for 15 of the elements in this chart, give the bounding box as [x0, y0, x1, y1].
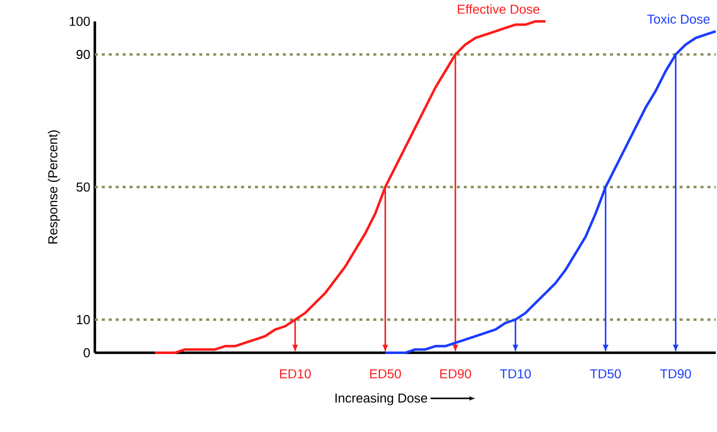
series-label: Toxic Dose	[647, 14, 710, 24]
y-tick-label: 0	[84, 348, 90, 358]
x-axis-title: Increasing Dose	[336, 393, 428, 406]
y-tick-label: 10	[76, 315, 90, 324]
y-axis-title: Response (Percent)	[48, 130, 60, 244]
x-tick-label: TD50	[590, 369, 621, 379]
x-tick-label: ED10	[280, 369, 311, 379]
y-tick-label: 50	[76, 182, 90, 192]
series-label: Effective Dose	[458, 4, 540, 14]
x-tick-label: TD10	[500, 369, 531, 379]
y-tick-label: 100	[70, 16, 90, 26]
x-tick-label: TD90	[660, 369, 692, 379]
x-tick-label: ED90	[440, 369, 472, 379]
y-tick-label: 90	[76, 50, 90, 60]
x-tick-label: ED50	[370, 369, 401, 379]
